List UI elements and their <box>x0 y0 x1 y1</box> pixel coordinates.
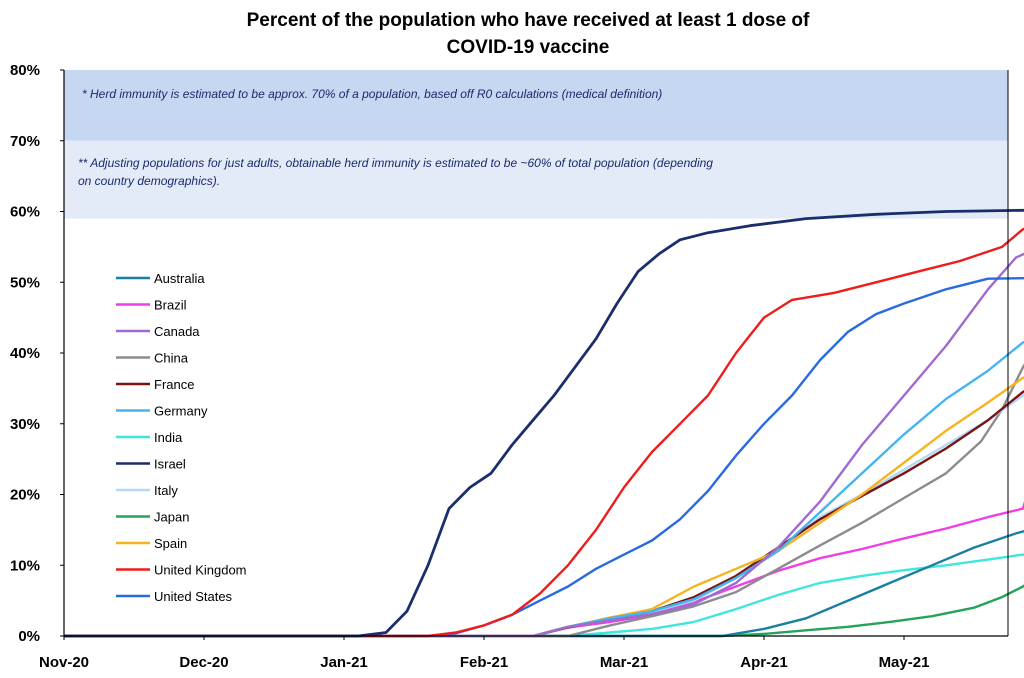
series-line-india <box>64 553 1024 638</box>
x-tick-label: Feb-21 <box>460 654 508 671</box>
legend-label-germany: Germany <box>154 404 208 419</box>
x-tick-label: May-21 <box>879 654 930 671</box>
y-tick-label: 10% <box>10 557 40 574</box>
y-tick-label: 70% <box>10 133 40 150</box>
chart-title-line-2: COVID-19 vaccine <box>447 37 610 58</box>
y-tick-label: 60% <box>10 204 40 221</box>
adult-herd-immunity-note-line-2: on country demographics). <box>78 174 220 188</box>
herd-band-1 <box>64 140 1008 219</box>
x-axis-ticks: Nov-20 Dec-20 Jan-21 Feb-21 Mar-21 Apr-21 May-… <box>39 636 929 671</box>
y-axis-ticks: 0% 10% 20% 30% 40% 50% 60% 70% 80% <box>10 62 64 645</box>
y-tick-label: 80% <box>10 62 40 79</box>
series-line-japan <box>64 584 1024 638</box>
series-line-china <box>64 363 1024 638</box>
legend-label-israel: Israel <box>154 457 186 472</box>
legend-label-united-kingdom: United Kingdom <box>154 563 247 578</box>
herd-band-0 <box>64 70 1008 141</box>
y-tick-label: 40% <box>10 345 40 362</box>
legend-label-canada: Canada <box>154 324 200 339</box>
legend-label-india: India <box>154 430 183 445</box>
legend-label-china: China <box>154 351 189 366</box>
x-tick-label: Jan-21 <box>320 654 368 671</box>
legend-label-brazil: Brazil <box>154 298 187 313</box>
series-lines <box>64 208 1024 638</box>
x-tick-label: Nov-20 <box>39 654 89 671</box>
x-tick-label: Dec-20 <box>179 654 228 671</box>
legend-label-spain: Spain <box>154 536 187 551</box>
herd-immunity-bands <box>64 70 1008 219</box>
legend-label-australia: Australia <box>154 271 205 286</box>
legend-label-france: France <box>154 377 194 392</box>
y-tick-label: 20% <box>10 487 40 504</box>
series-line-israel <box>64 208 1024 638</box>
x-tick-label: Mar-21 <box>600 654 648 671</box>
legend: Australia Brazil Canada China France Germany I… <box>116 271 247 604</box>
y-tick-label: 50% <box>10 274 40 291</box>
x-tick-label: Apr-21 <box>740 654 788 671</box>
y-tick-label: 0% <box>18 628 40 645</box>
adult-herd-immunity-note-line-1: ** Adjusting populations for just adults… <box>78 156 713 170</box>
chart-title-line-1: Percent of the population who have recei… <box>247 10 810 31</box>
legend-label-japan: Japan <box>154 510 189 525</box>
herd-immunity-note: * Herd immunity is estimated to be appro… <box>82 87 662 101</box>
series-line-united-kingdom <box>64 227 1024 638</box>
legend-label-united-states: United States <box>154 589 233 604</box>
series-line-canada <box>64 252 1024 638</box>
legend-label-italy: Italy <box>154 483 178 498</box>
y-tick-label: 30% <box>10 416 40 433</box>
